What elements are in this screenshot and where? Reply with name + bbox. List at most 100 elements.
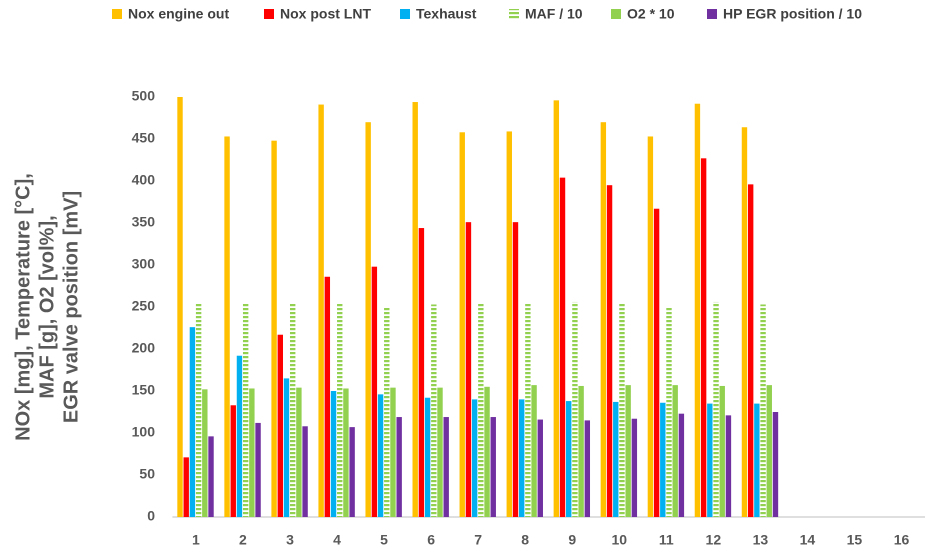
bar	[324, 276, 331, 517]
legend-label: O2 * 10	[627, 6, 675, 22]
bar	[289, 303, 296, 517]
x-tick-label: 7	[474, 532, 482, 548]
bar	[578, 385, 584, 517]
bar	[613, 401, 619, 517]
x-tick-label: 10	[611, 532, 627, 548]
legend-item: HP EGR position / 10	[707, 6, 862, 22]
x-tick-label: 13	[753, 532, 769, 548]
bar	[584, 420, 591, 517]
bar	[694, 103, 701, 517]
bar	[754, 403, 760, 517]
bar	[343, 388, 349, 517]
bar	[412, 102, 418, 517]
y-axis-label: NOx [mg], Temperature [°C], MAF [g], O2 …	[12, 173, 82, 441]
bar	[531, 385, 537, 517]
y-tick-label: 150	[132, 382, 156, 398]
bar	[484, 386, 490, 517]
bar	[208, 436, 214, 517]
y-tick-label: 500	[132, 88, 156, 104]
x-tick-label: 3	[286, 532, 294, 548]
legend-label: Nox engine out	[128, 6, 229, 22]
bar	[465, 222, 472, 517]
bar	[384, 307, 390, 517]
legend-swatch	[400, 9, 410, 19]
x-tick-label: 14	[800, 532, 816, 548]
legend-swatch	[611, 9, 621, 19]
x-tick-label: 9	[568, 532, 576, 548]
bar	[471, 399, 478, 517]
bar	[459, 132, 465, 517]
bar	[653, 208, 660, 517]
y-label-line: MAF [g], O2 [vol%],	[36, 215, 58, 398]
legend-label: Nox post LNT	[280, 6, 371, 22]
bar	[183, 457, 189, 517]
x-tick-label: 16	[894, 532, 910, 548]
bar	[713, 301, 719, 517]
bar	[572, 301, 578, 517]
bar	[600, 122, 607, 517]
bar	[478, 303, 484, 517]
legend-label: HP EGR position / 10	[723, 6, 862, 22]
bar	[437, 387, 443, 517]
bar	[631, 418, 638, 517]
bar	[424, 397, 431, 517]
legend-swatch	[264, 9, 274, 19]
bar	[660, 402, 666, 517]
legend-item: Nox post LNT	[264, 6, 371, 22]
bar	[553, 100, 560, 518]
bar	[666, 307, 672, 517]
x-tick-label: 1	[192, 532, 200, 548]
legend-item: MAF / 10	[509, 6, 583, 22]
y-tick-label: 200	[132, 340, 156, 356]
bar	[296, 387, 302, 517]
x-tick-label: 5	[380, 532, 388, 548]
bar	[189, 327, 196, 517]
legend-item: Texhaust	[400, 6, 477, 22]
bar	[390, 387, 396, 517]
bar	[518, 399, 525, 517]
bar	[202, 389, 208, 517]
bar	[772, 412, 779, 517]
y-tick-label: 50	[139, 466, 155, 482]
bar	[249, 388, 255, 517]
bar	[559, 177, 566, 517]
y-tick-label: 450	[132, 130, 156, 146]
y-tick-label: 250	[132, 298, 156, 314]
legend-swatch	[509, 9, 519, 19]
legend-swatch	[112, 9, 122, 19]
y-tick-label: 400	[132, 172, 156, 188]
bar	[224, 136, 230, 518]
x-tick-label: 8	[521, 532, 529, 548]
bar	[396, 417, 402, 517]
bar	[707, 403, 713, 517]
legend-label: Texhaust	[416, 6, 477, 22]
bar	[490, 417, 496, 517]
legend-item: Nox engine out	[112, 6, 229, 22]
bar	[506, 131, 512, 517]
bar	[647, 136, 654, 518]
bar	[283, 378, 290, 517]
bar	[195, 302, 202, 517]
x-tick-label: 12	[706, 532, 722, 548]
bar	[606, 185, 613, 517]
bar	[619, 302, 625, 517]
bar	[377, 394, 384, 517]
bar	[443, 417, 449, 517]
bar	[678, 413, 685, 517]
bar	[230, 405, 236, 517]
bar	[277, 334, 283, 517]
bar	[719, 385, 725, 517]
y-label-line: NOx [mg], Temperature [°C],	[12, 173, 34, 441]
x-tick-label: 4	[333, 532, 341, 548]
bar	[512, 222, 519, 517]
y-tick-label: 350	[132, 214, 156, 230]
bar	[365, 122, 371, 517]
bar	[271, 140, 277, 517]
bar	[236, 355, 243, 517]
y-tick-label: 100	[132, 424, 156, 440]
bar	[302, 426, 308, 517]
y-tick-label: 0	[147, 508, 155, 524]
bar	[242, 303, 249, 517]
bar	[418, 228, 425, 518]
